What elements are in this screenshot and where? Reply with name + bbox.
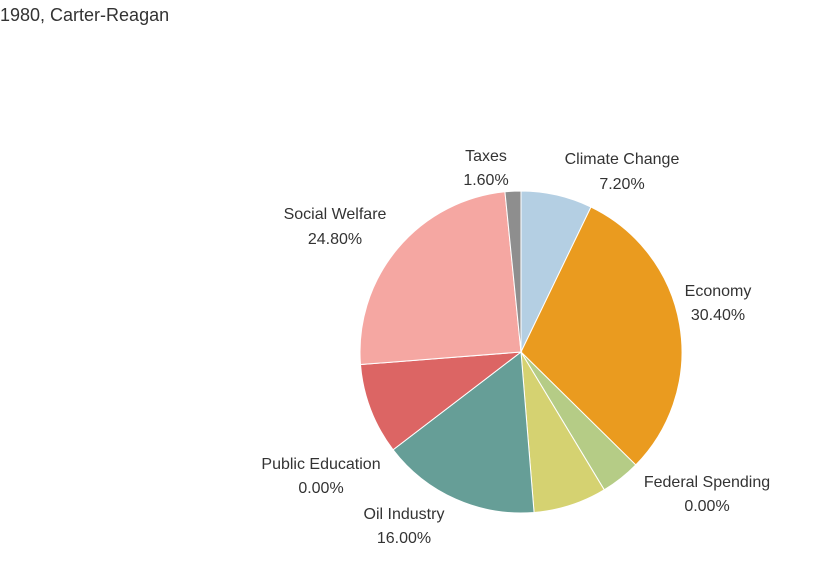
pie-slice-social-welfare[interactable]	[359, 191, 522, 366]
slice-label-oil-industry-value: 16.00%	[377, 530, 431, 547]
slice-label-social-welfare-name: Social Welfare	[284, 206, 387, 223]
chart-title: 1980, Carter-Reagan	[0, 5, 170, 25]
slice-label-climate-change-value: 7.20%	[599, 176, 644, 193]
slice-label-climate-change-name: Climate Change	[565, 151, 680, 168]
pie-slice-public-education[interactable]	[359, 351, 523, 451]
slice-label-taxes-value: 1.60%	[463, 172, 508, 189]
slice-label-social-welfare-value: 24.80%	[308, 231, 362, 248]
slice-label-oil-industry-name: Oil Industry	[364, 506, 445, 523]
pie-labels: Climate Change 7.20% Economy 30.40% Fede…	[261, 148, 770, 547]
slice-label-public-education-name: Public Education	[261, 456, 380, 473]
pie-slice-economy[interactable]	[520, 206, 683, 466]
pie-slice-oil-industry[interactable]	[392, 351, 535, 514]
pie-slices	[359, 190, 683, 514]
slice-label-economy-value: 30.40%	[691, 307, 745, 324]
slice-label-federal-spending-name: Federal Spending	[644, 474, 770, 491]
pie-slice-taxes[interactable]	[504, 190, 522, 353]
slice-label-economy-name: Economy	[685, 283, 752, 300]
slice-label-taxes-name: Taxes	[465, 148, 507, 165]
slice-label-federal-spending-value: 0.00%	[684, 498, 729, 515]
slice-label-public-education-value: 0.00%	[298, 480, 343, 497]
